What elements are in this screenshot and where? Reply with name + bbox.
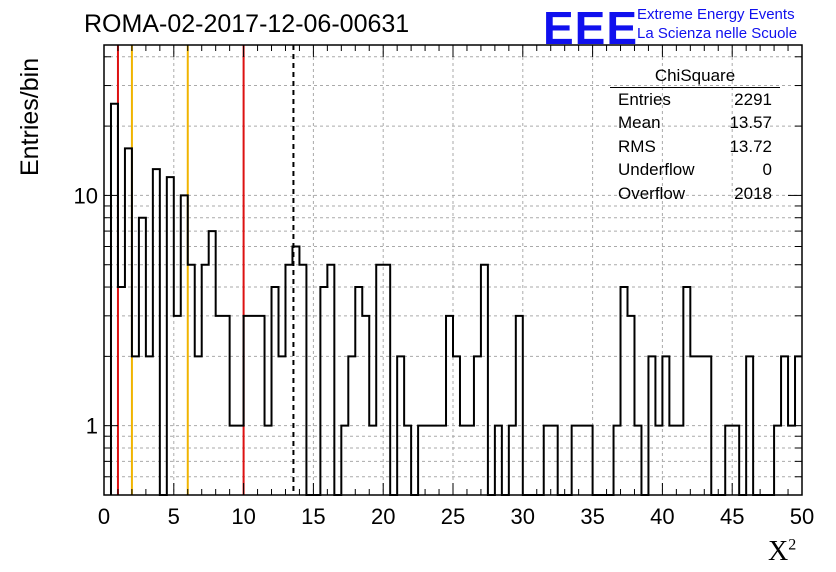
stats-value: 13.57: [729, 113, 772, 133]
x-axis-label: X2: [768, 536, 797, 567]
x-tick-label: 25: [441, 504, 465, 529]
stats-label: Underflow: [618, 160, 695, 180]
stats-value: 13.72: [729, 136, 772, 156]
stats-value: 2291: [734, 90, 772, 109]
stats-value: 0: [762, 160, 772, 180]
x-tick-label: 10: [231, 504, 255, 529]
stats-row: Mean 13.57: [610, 113, 780, 136]
stats-value: 2018: [734, 183, 772, 203]
histogram-series: [109, 102, 802, 496]
x-tick-label: 40: [650, 504, 674, 529]
logo-line-1: Extreme Energy Events: [637, 6, 795, 23]
stats-label: Overflow: [618, 183, 686, 203]
x-tick-label: 45: [720, 504, 744, 529]
stats-label: RMS: [618, 136, 656, 156]
x-tick-label: 0: [98, 504, 110, 529]
x-tick-label: 15: [301, 504, 325, 529]
stats-row: RMS 13.72: [610, 137, 780, 160]
stats-box: ChiSquare Entries 2291 Mean 13.57 RMS 13.72 Un…: [610, 66, 780, 207]
x-tick-label: 20: [371, 504, 395, 529]
stats-row: Overflow 2018: [610, 184, 780, 207]
x-tick-label: 50: [790, 504, 814, 529]
x-tick-label: 30: [511, 504, 535, 529]
stats-label: Entries: [618, 90, 671, 109]
x-tick-label: 5: [168, 504, 180, 529]
y-tick-label: 10: [74, 183, 98, 208]
logo-line-2: La Scienza nelle Scuole: [637, 25, 798, 42]
stats-row: Entries 2291: [610, 90, 780, 113]
x-tick-label: 35: [580, 504, 604, 529]
stats-label: Mean: [618, 113, 661, 133]
y-tick-label: 1: [86, 414, 98, 439]
stats-title: ChiSquare: [610, 66, 780, 88]
chart-title: ROMA-02-2017-12-06-00631: [84, 10, 410, 38]
stats-row: Underflow 0: [610, 160, 780, 183]
